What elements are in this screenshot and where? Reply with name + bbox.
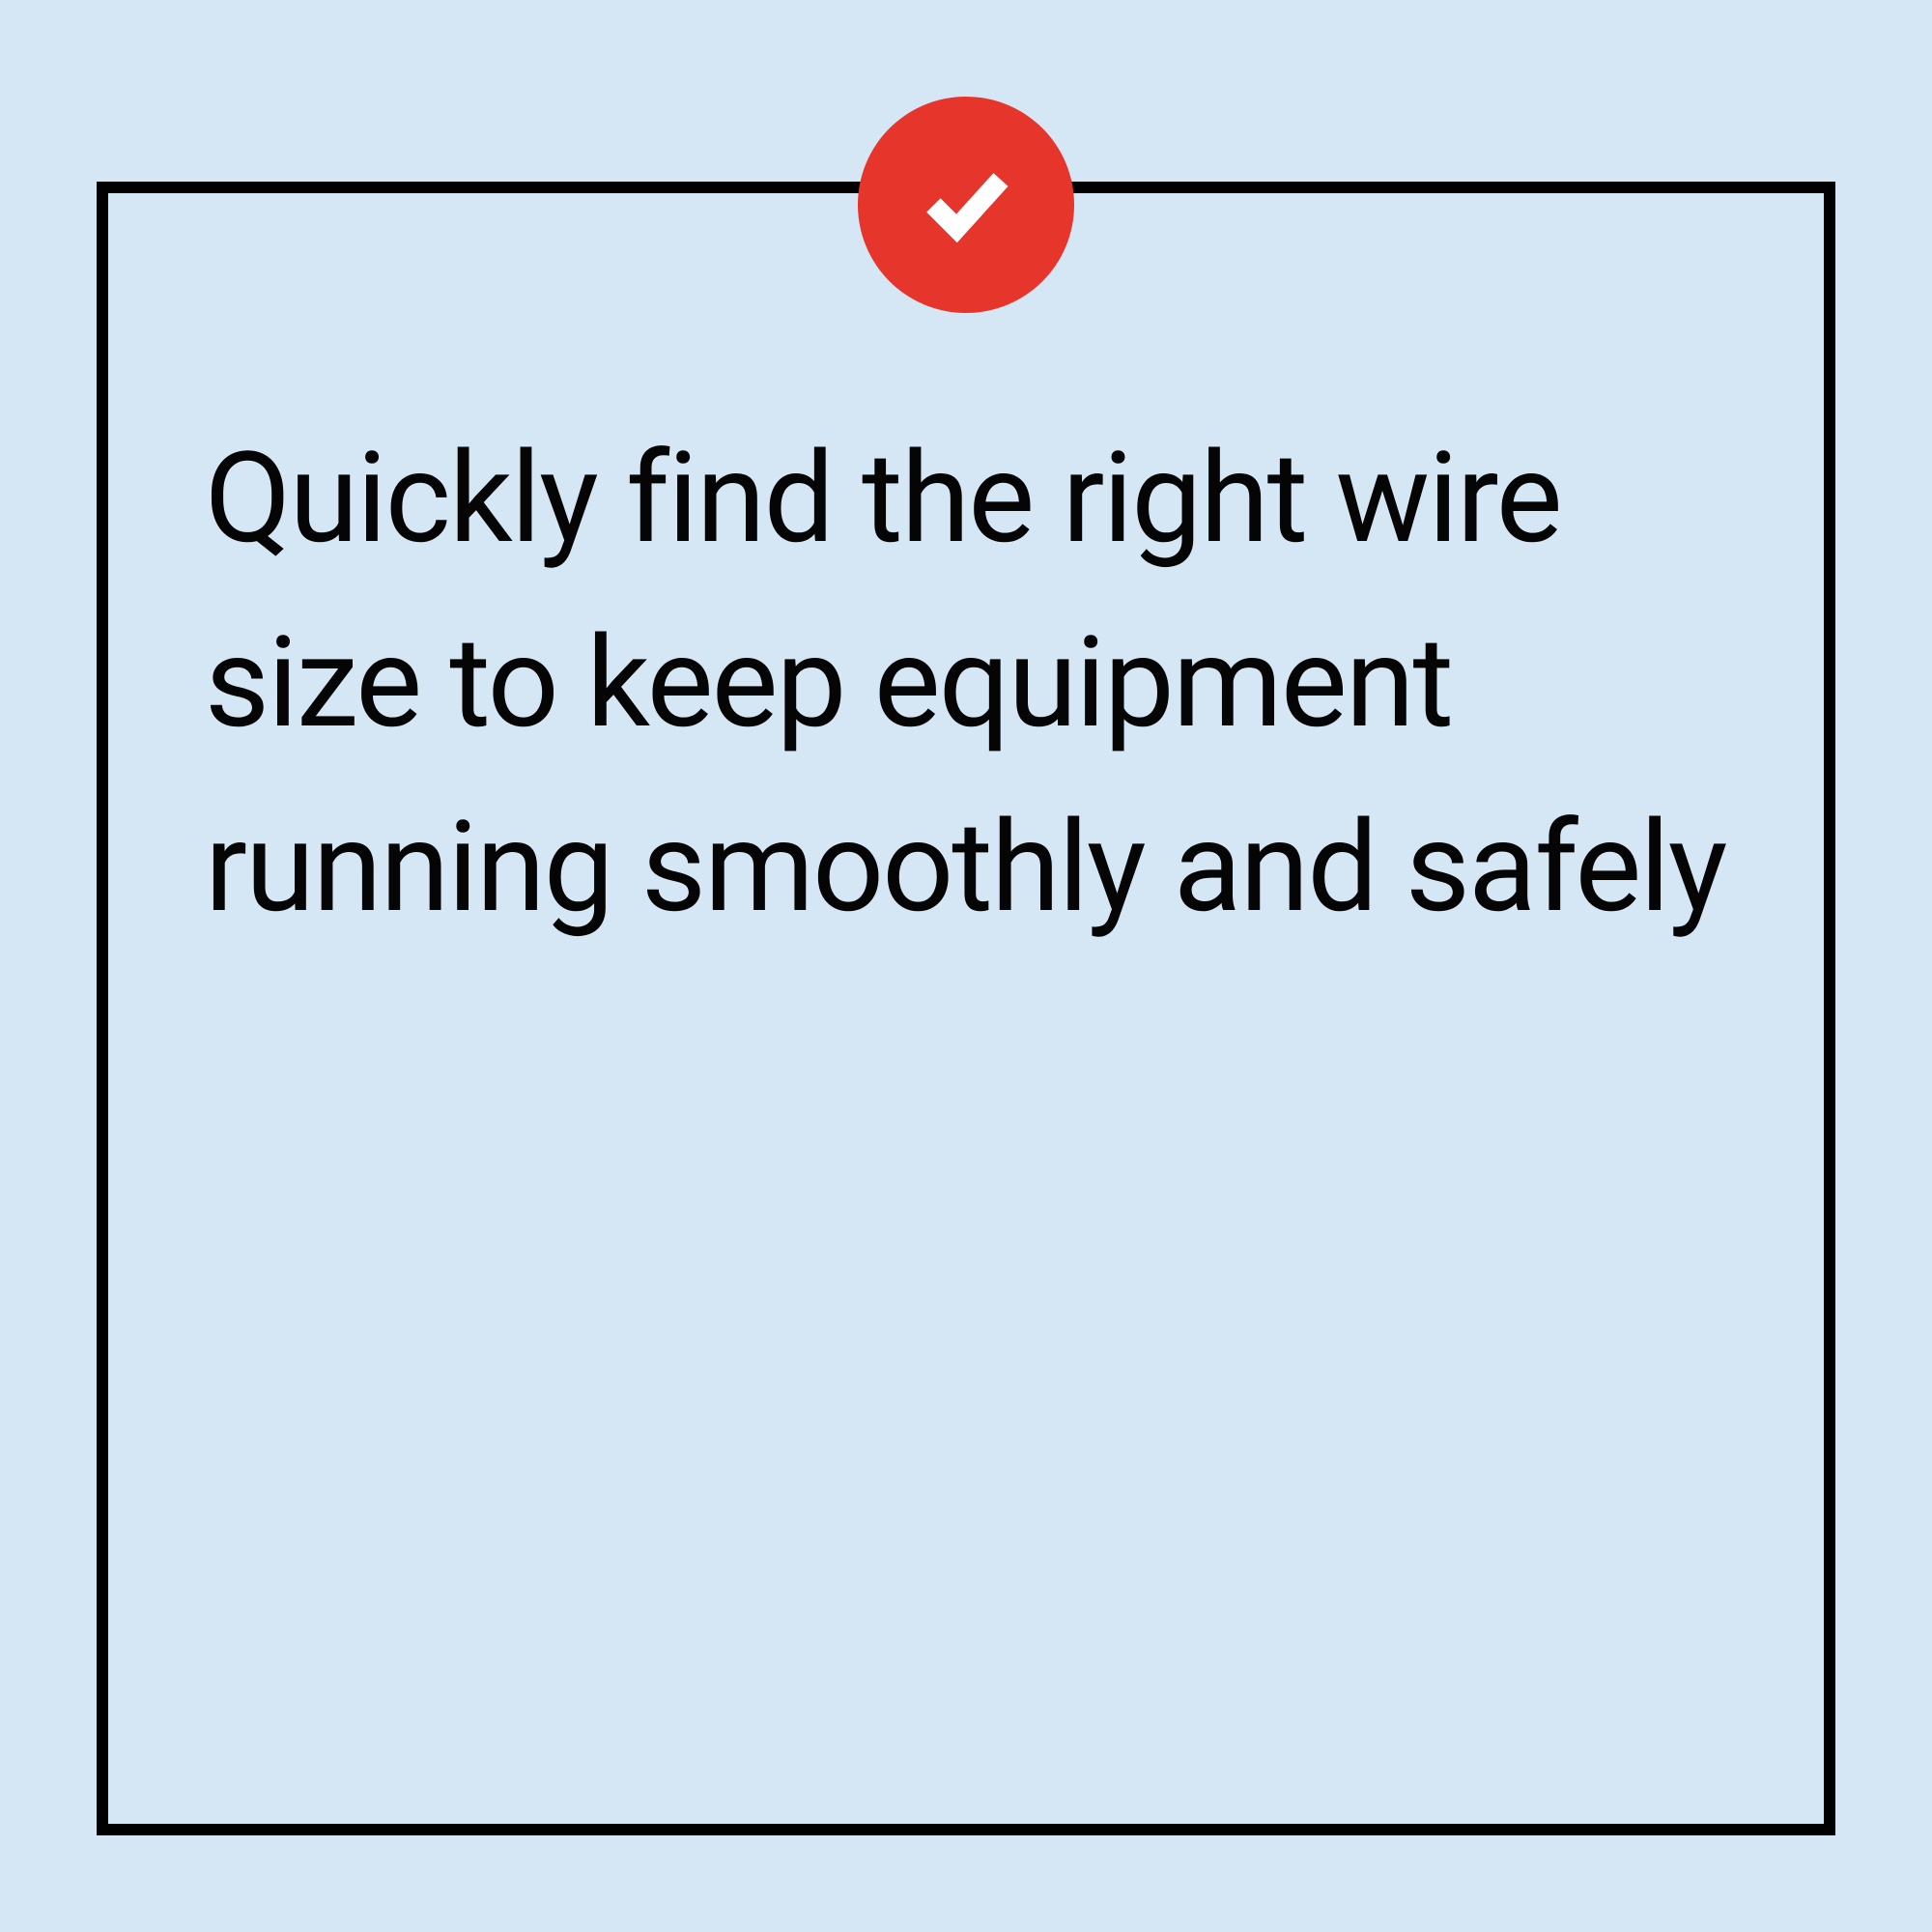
- card-frame: Quickly find the right wire size to keep…: [97, 182, 1835, 1835]
- infographic-card: Quickly find the right wire size to keep…: [97, 97, 1835, 1835]
- card-body-text: Quickly find the right wire size to keep…: [205, 406, 1727, 959]
- checkmark-icon: [908, 145, 1024, 265]
- checkmark-badge: [858, 97, 1074, 313]
